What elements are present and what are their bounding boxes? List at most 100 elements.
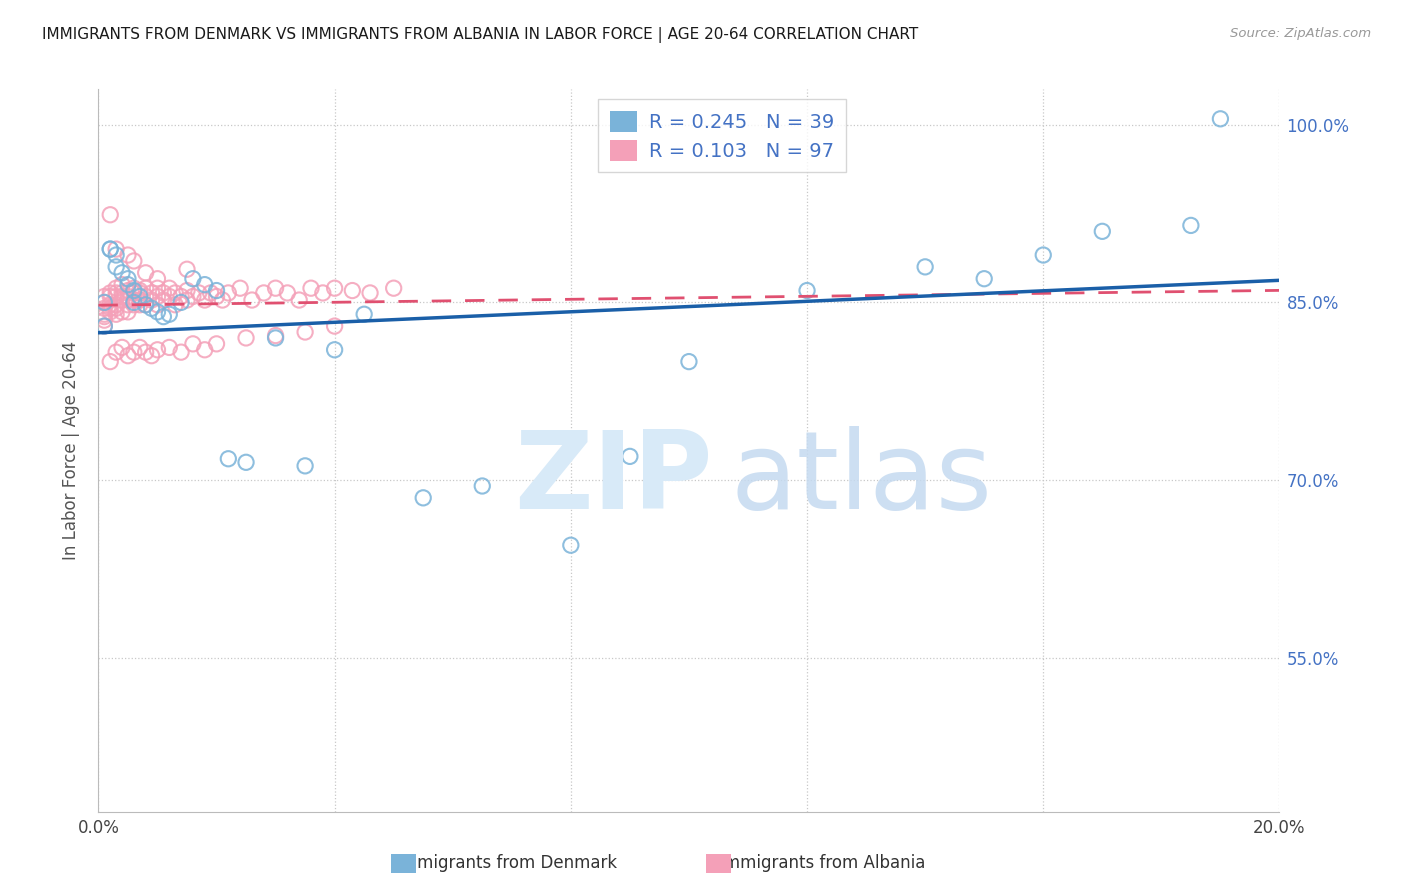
Point [264, 331, 287, 345]
Point [176, 262, 198, 277]
Point [128, 284, 150, 298]
Point [105, 301, 128, 316]
Point [211, 293, 233, 307]
Point [194, 277, 217, 292]
Point [157, 340, 180, 354]
Point [382, 281, 405, 295]
Point [128, 340, 150, 354]
Point [146, 289, 169, 303]
Point [1032, 248, 1054, 262]
Point [217, 285, 239, 300]
Point [264, 281, 287, 295]
Text: Source: ZipAtlas.com: Source: ZipAtlas.com [1230, 27, 1371, 40]
Point [323, 343, 346, 357]
Point [146, 343, 169, 357]
Point [146, 305, 169, 319]
Point [122, 345, 145, 359]
Point [122, 254, 145, 268]
Point [93, 319, 115, 334]
Point [141, 349, 163, 363]
Point [141, 293, 163, 307]
Point [117, 298, 139, 312]
Point [122, 293, 145, 307]
Point [111, 340, 134, 354]
Point [117, 305, 139, 319]
Point [105, 285, 128, 300]
Point [105, 260, 128, 274]
Point [181, 271, 204, 285]
Point [117, 289, 139, 303]
Point [353, 307, 375, 321]
Point [678, 354, 700, 368]
Point [105, 345, 128, 359]
Point [135, 298, 157, 312]
Point [98, 298, 121, 312]
Point [93, 295, 115, 310]
Point [1180, 219, 1202, 233]
Point [299, 281, 322, 295]
Point [111, 289, 134, 303]
Point [93, 310, 115, 324]
Point [342, 284, 364, 298]
Point [205, 336, 228, 351]
Point [128, 289, 150, 303]
Point [176, 284, 198, 298]
Point [312, 285, 335, 300]
Point [141, 285, 163, 300]
Point [294, 325, 316, 339]
Point [276, 285, 298, 300]
Point [170, 289, 193, 303]
Point [93, 301, 115, 316]
Point [105, 298, 128, 312]
Point [619, 450, 641, 464]
Point [253, 285, 276, 300]
Point [229, 281, 252, 295]
Point [128, 298, 150, 312]
Text: atlas: atlas [730, 426, 993, 533]
Point [111, 305, 134, 319]
Point [264, 328, 287, 343]
Point [117, 271, 139, 285]
Point [122, 285, 145, 300]
Point [93, 289, 115, 303]
Point [914, 260, 936, 274]
Point [135, 289, 157, 303]
Point [128, 293, 150, 307]
Point [93, 313, 115, 327]
Point [205, 284, 228, 298]
Point [93, 295, 115, 310]
Point [152, 293, 174, 307]
Point [187, 285, 209, 300]
Point [98, 242, 121, 256]
Point [323, 319, 346, 334]
Point [111, 285, 134, 300]
Point [93, 307, 115, 321]
Point [135, 345, 157, 359]
Point [135, 281, 157, 295]
Point [122, 281, 145, 295]
Point [217, 451, 239, 466]
Point [181, 336, 204, 351]
Text: Immigrants from Denmark: Immigrants from Denmark [395, 855, 617, 872]
Point [117, 284, 139, 298]
Point [98, 301, 121, 316]
Point [359, 285, 381, 300]
Point [105, 307, 128, 321]
Point [93, 319, 115, 334]
Point [128, 285, 150, 300]
Point [1091, 224, 1114, 238]
Point [111, 266, 134, 280]
Point [471, 479, 494, 493]
Point [240, 293, 263, 307]
Point [235, 331, 257, 345]
Point [105, 242, 128, 256]
Point [122, 284, 145, 298]
Point [152, 285, 174, 300]
Point [141, 301, 163, 316]
Point [796, 284, 818, 298]
Point [194, 293, 217, 307]
Text: Immigrants from Albania: Immigrants from Albania [720, 855, 925, 872]
Text: ZIP: ZIP [515, 426, 713, 533]
Point [135, 298, 157, 312]
Point [117, 349, 139, 363]
